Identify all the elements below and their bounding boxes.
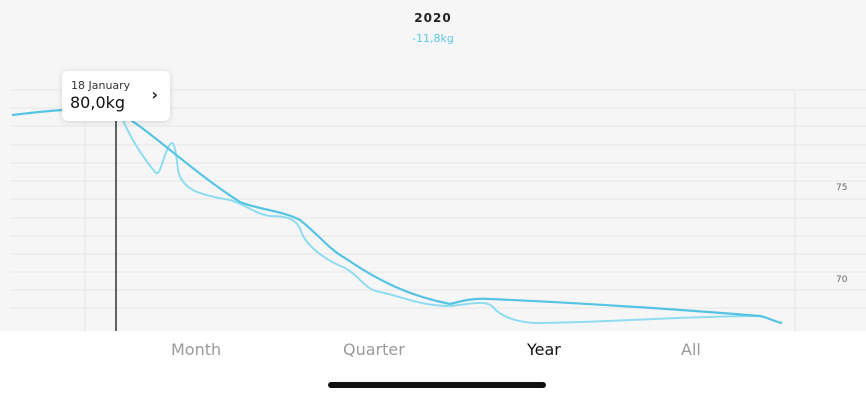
grid-lines [10,89,866,331]
trend-weight-line [11,108,783,325]
y-axis-tick: 70 [836,275,848,285]
tooltip-date: 18 January [71,79,131,92]
tab-all[interactable]: All [681,340,701,359]
tab-quarter[interactable]: Quarter [343,340,405,359]
y-axis-tick: 75 [836,183,848,193]
home-indicator[interactable] [328,382,546,388]
raw-weight-line [117,107,783,325]
chart-area[interactable]: 2020 -11,8kg 18 January 80,0kg › 75 70 [0,0,866,331]
chevron-right-icon[interactable]: › [151,85,158,104]
weight-change: -11,8kg [412,32,454,45]
chart-year: 2020 [414,11,452,25]
period-tabs: Month Quarter Year All [0,340,866,370]
selected-point-tooltip[interactable]: 18 January 80,0kg › [62,71,170,121]
tooltip-weight-value: 80,0kg [70,93,126,112]
weight-chart [10,89,866,331]
tab-year[interactable]: Year [527,340,561,359]
tab-month[interactable]: Month [171,340,222,359]
